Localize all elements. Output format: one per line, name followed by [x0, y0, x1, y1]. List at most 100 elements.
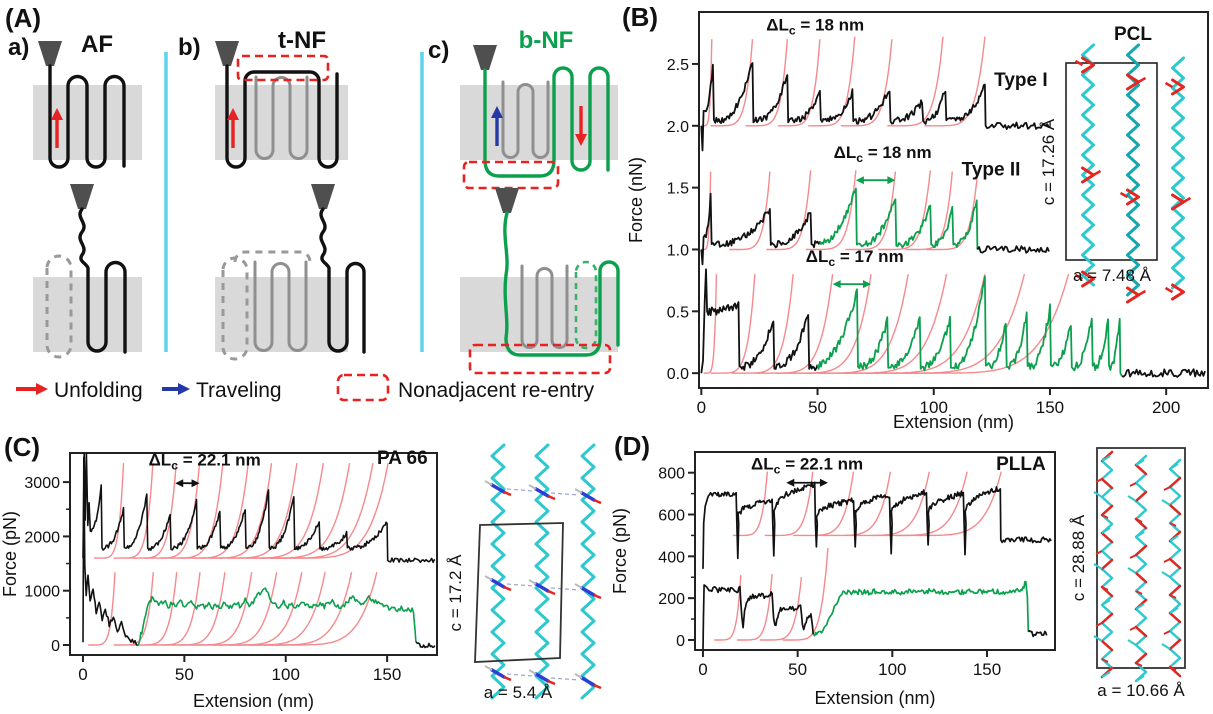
- pa66-crystal-inset: [474, 443, 602, 700]
- y-axis-title: Force (pN): [0, 511, 20, 597]
- subpanel-a-label: a): [8, 34, 29, 61]
- wlc-fit-curve: [729, 171, 771, 251]
- subpanel-c-label: c): [428, 37, 449, 64]
- wlc-fit-curve: [710, 39, 754, 127]
- annotation--lc-18-nm: ΔLc = 18 nm: [834, 143, 932, 165]
- schematic-bnf: [462, 45, 620, 375]
- wlc-fit-curve: [754, 274, 834, 374]
- legend-traveling-label: Traveling: [196, 379, 282, 402]
- wlc-fit-curve: [179, 572, 253, 646]
- x-tick-label: 100: [878, 660, 906, 679]
- annotation--lc-17-nm: ΔLc = 17 nm: [806, 247, 904, 269]
- x-tick-label: 150: [1036, 398, 1064, 417]
- panel-c-label: (C): [4, 432, 41, 462]
- wlc-fit-curve: [161, 572, 226, 646]
- annotation--lc-22-1-nm: ΔLc = 22.1 nm: [149, 450, 261, 472]
- x-tick-label: 0: [78, 665, 87, 684]
- subpanel-a-title: AF: [81, 31, 113, 58]
- inset-a-dimension: a = 7.48 Å: [1073, 266, 1152, 285]
- wlc-fit-curve: [891, 274, 1070, 374]
- y-tick-label: 400: [658, 549, 685, 566]
- afm-tip-icon: [215, 41, 239, 66]
- x-tick-label: 0: [698, 660, 707, 679]
- y-tick-label: 0.0: [667, 366, 689, 383]
- bnf-green-chain: [483, 66, 610, 178]
- traveling-arrow-head: [491, 106, 503, 118]
- wlc-fit-curve: [798, 274, 909, 374]
- folded-chain: [48, 64, 126, 169]
- wlc-fit-curve: [759, 577, 803, 641]
- panel-b-label: (B): [622, 2, 659, 32]
- x-tick-label: 150: [373, 665, 401, 684]
- wlc-fit-curve: [778, 39, 821, 127]
- annotation-pa-66: PA 66: [377, 448, 428, 469]
- traveled-chain-gray: [253, 260, 308, 352]
- wlc-fit-curve: [710, 274, 756, 374]
- wlc-fit-curve: [905, 171, 953, 251]
- y-tick-label: 0: [676, 633, 685, 650]
- hydrogen-bond: [550, 677, 580, 681]
- unfolding-arrow-head: [227, 108, 239, 120]
- wlc-fit-curve: [703, 274, 718, 374]
- wlc-fit-curve: [819, 274, 948, 374]
- y-tick-label: 1.5: [667, 181, 689, 198]
- annotation-plla: PLLA: [996, 454, 1046, 475]
- wlc-fit-curve: [782, 547, 829, 641]
- wlc-fit-curve: [793, 471, 855, 537]
- legend-unfolding-label: Unfolding: [54, 379, 143, 402]
- x-tick-label: 50: [788, 660, 807, 679]
- wlc-fit-curve: [271, 462, 389, 559]
- wlc-fit-curve: [228, 572, 326, 646]
- panel-d-chart: 0 50 100 150 0 200 400 600 800 Extension (nm) Forc…: [610, 447, 1186, 708]
- wlc-fit-curve: [145, 572, 201, 646]
- y-tick-label: 0.5: [667, 304, 689, 321]
- y-tick-label: 2000: [24, 529, 60, 546]
- schematic-af: [38, 41, 127, 359]
- y-tick-label: 200: [658, 591, 685, 608]
- wlc-fit-curve: [808, 36, 856, 127]
- hydrogen-bond: [506, 673, 534, 677]
- panel-a-label: (A): [5, 3, 41, 33]
- partially-unfolded-chain: [78, 207, 127, 354]
- wlc-fit-curve: [775, 274, 872, 374]
- wlc-fit-curve: [144, 463, 201, 559]
- force-trace: [976, 245, 1050, 254]
- wlc-fit-curve: [113, 572, 154, 646]
- wlc-fit-curve: [924, 36, 986, 127]
- wlc-fit-curve: [160, 463, 224, 559]
- wlc-fit-curve: [193, 463, 273, 559]
- wlc-fit-curve: [113, 463, 154, 559]
- plot-frame: [698, 11, 1209, 389]
- hydrogen-bond: [550, 587, 580, 591]
- force-trace: [700, 268, 819, 374]
- lamella-blocks: [33, 85, 618, 352]
- wlc-fit-curve: [177, 463, 249, 559]
- y-tick-label: 1.0: [667, 242, 689, 259]
- force-trace: [819, 187, 979, 250]
- legend-reentry-label: Nonadjacent re-entry: [398, 379, 595, 402]
- x-tick-label: 0: [697, 398, 706, 417]
- y-tick-label: 800: [658, 466, 685, 483]
- partially-unfolded-chain: [319, 207, 366, 354]
- traveled-chain-gray: [501, 80, 550, 159]
- wlc-fit-curve: [737, 574, 773, 641]
- force-trace: [702, 481, 1052, 569]
- annotation--lc-22-1-nm: ΔLc = 22.1 nm: [751, 455, 863, 477]
- wlc-fit-curve: [261, 462, 374, 559]
- x-tick-label: 150: [973, 660, 1001, 679]
- wlc-fit-curve: [926, 170, 979, 251]
- force-trace: [702, 584, 815, 650]
- wlc-fit-curve: [846, 471, 930, 537]
- inset-c-dimension: c = 17.2 Å: [446, 554, 465, 632]
- wlc-fit-curve: [88, 572, 116, 646]
- nonadjacent-reentry-box: [468, 343, 612, 375]
- reentry-box-icon: [336, 373, 390, 402]
- hydrogen-bond: [506, 488, 534, 492]
- inset-c-dimension: c = 28.88 Å: [1069, 514, 1088, 601]
- wlc-fit-curve: [878, 170, 931, 251]
- plot-frame: [694, 451, 1056, 651]
- x-tick-label: 50: [175, 665, 194, 684]
- wlc-fit-curve: [210, 462, 298, 559]
- folded-chain: [225, 64, 339, 169]
